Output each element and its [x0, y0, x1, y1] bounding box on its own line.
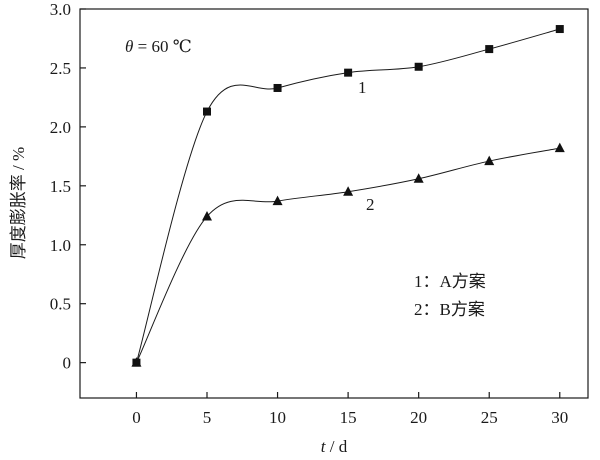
x-tick-label: 15 [340, 408, 357, 427]
y-tick-label: 2.0 [50, 118, 71, 137]
series-1-curve [135, 28, 560, 363]
series-1-square-marker [555, 25, 564, 34]
legend-entry-a: 1：A方案 [414, 272, 486, 291]
series-2-label: 2 [366, 195, 375, 214]
series-1-square-marker [414, 62, 423, 71]
x-tick-label: 10 [269, 408, 286, 427]
theta-symbol: θ [125, 37, 133, 56]
y-tick-label: 1.5 [50, 177, 71, 196]
y-tick-label: 0.5 [50, 295, 71, 314]
x-tick-label: 30 [551, 408, 568, 427]
series-2-triangle-marker [131, 357, 142, 367]
x-axis-unit: / d [326, 437, 348, 456]
y-tick-label: 0 [63, 354, 72, 373]
series-2-triangle-marker [343, 186, 354, 196]
x-axis-variable: t [321, 437, 327, 456]
y-axis-title: 厚度膨胀率 / % [9, 147, 28, 259]
y-tick-label: 1.0 [50, 236, 71, 255]
y-tick-label: 3.0 [50, 0, 71, 19]
series-layer [131, 25, 565, 367]
series-1-square-marker [344, 68, 353, 77]
series-1-square-marker [273, 83, 282, 92]
series-1-label: 1 [358, 78, 367, 97]
x-axis-ticks: 0 5 10 15 20 25 30 [132, 392, 568, 427]
x-tick-label: 25 [481, 408, 498, 427]
x-axis-title: t / d [321, 437, 348, 456]
legend-entry-b: 2：B方案 [414, 300, 485, 319]
theta-value: = 60 ℃ [133, 37, 191, 56]
x-tick-label: 5 [203, 408, 212, 427]
series-2-triangle-marker [413, 173, 424, 183]
y-tick-label: 2.5 [50, 59, 71, 78]
x-tick-label: 20 [410, 408, 427, 427]
series-1-square-marker [485, 45, 494, 54]
series-2-triangle-marker [202, 210, 212, 221]
y-axis-ticks: 0 0.5 1.0 1.5 2.0 2.5 3.0 [50, 0, 86, 373]
series-2-triangle-marker [484, 155, 495, 166]
plot-frame [79, 8, 589, 399]
temperature-annotation: θ = 60 ℃ [125, 37, 192, 56]
series-2-triangle-marker [272, 195, 283, 206]
x-tick-label: 0 [132, 408, 141, 427]
series-1-square-marker [203, 107, 211, 116]
series-2-triangle-marker [554, 142, 565, 153]
series-2-curve [135, 147, 560, 363]
